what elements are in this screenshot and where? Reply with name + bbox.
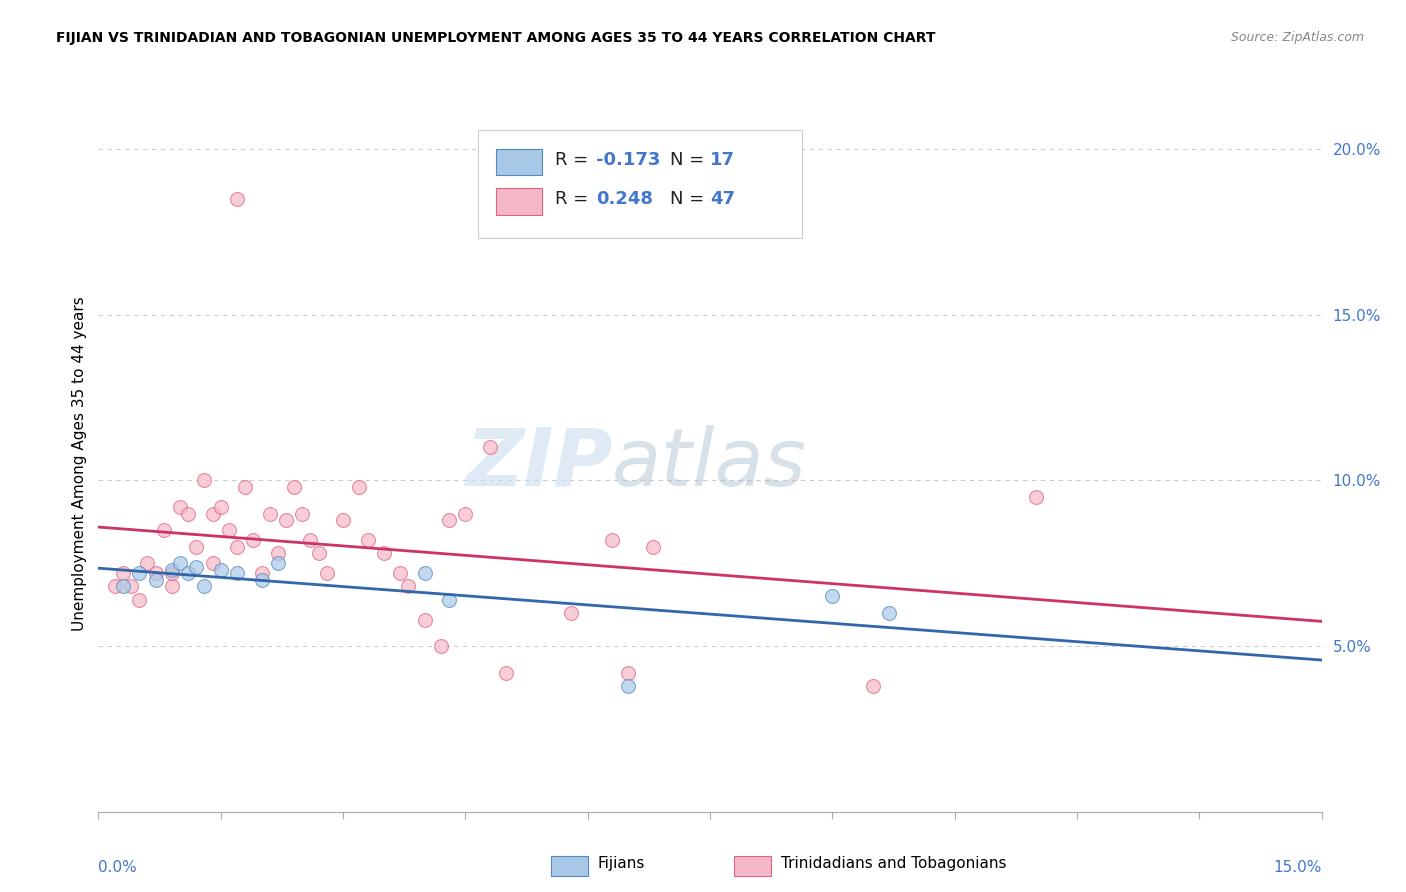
Point <box>430 639 453 653</box>
Point <box>111 579 134 593</box>
Point <box>308 546 330 560</box>
Point <box>862 679 884 693</box>
Point <box>349 480 371 494</box>
Point <box>413 566 436 581</box>
Point <box>226 566 249 581</box>
Point <box>274 513 297 527</box>
Point <box>299 533 322 547</box>
Text: atlas: atlas <box>612 425 807 503</box>
Text: N =: N = <box>669 191 710 209</box>
Text: 15.0%: 15.0% <box>1274 861 1322 875</box>
FancyBboxPatch shape <box>496 149 543 175</box>
Point <box>267 556 290 570</box>
Point <box>617 665 640 680</box>
Point <box>136 556 159 570</box>
Point <box>389 566 412 581</box>
Text: N =: N = <box>669 151 710 169</box>
Point <box>495 665 517 680</box>
Point <box>226 192 249 206</box>
Point <box>120 579 142 593</box>
Point <box>160 579 183 593</box>
Point <box>104 579 127 593</box>
Point <box>128 566 150 581</box>
Point <box>437 513 460 527</box>
Point <box>145 573 167 587</box>
Point <box>283 480 305 494</box>
Point <box>641 540 664 554</box>
Point <box>177 566 200 581</box>
Point <box>821 590 844 604</box>
Point <box>332 513 354 527</box>
Point <box>242 533 264 547</box>
Text: -0.173: -0.173 <box>596 151 661 169</box>
Point <box>560 606 582 620</box>
Point <box>879 606 901 620</box>
Point <box>373 546 395 560</box>
Text: FIJIAN VS TRINIDADIAN AND TOBAGONIAN UNEMPLOYMENT AMONG AGES 35 TO 44 YEARS CORR: FIJIAN VS TRINIDADIAN AND TOBAGONIAN UNE… <box>56 31 936 45</box>
Text: 17: 17 <box>710 151 735 169</box>
Point <box>201 556 224 570</box>
Point <box>152 523 174 537</box>
Text: 0.248: 0.248 <box>596 191 654 209</box>
Point <box>396 579 419 593</box>
Point <box>128 592 150 607</box>
Point <box>1025 490 1047 504</box>
Point <box>160 563 183 577</box>
Point <box>250 573 273 587</box>
Point <box>186 559 208 574</box>
Point <box>454 507 477 521</box>
Text: Trinidadians and Tobagonians: Trinidadians and Tobagonians <box>780 856 1007 871</box>
Point <box>226 540 249 554</box>
Point <box>193 579 215 593</box>
Point <box>267 546 290 560</box>
FancyBboxPatch shape <box>478 130 801 238</box>
Point <box>169 500 191 514</box>
Text: 47: 47 <box>710 191 735 209</box>
Point <box>169 556 191 570</box>
FancyBboxPatch shape <box>496 188 543 215</box>
Point <box>250 566 273 581</box>
Point <box>478 440 501 454</box>
Point <box>145 566 167 581</box>
FancyBboxPatch shape <box>551 855 588 877</box>
Point <box>356 533 378 547</box>
Point <box>160 566 183 581</box>
Point <box>201 507 224 521</box>
Point <box>437 592 460 607</box>
Point <box>600 533 623 547</box>
Point <box>209 500 232 514</box>
Point <box>413 613 436 627</box>
Y-axis label: Unemployment Among Ages 35 to 44 years: Unemployment Among Ages 35 to 44 years <box>72 296 87 632</box>
Text: Fijians: Fijians <box>598 856 645 871</box>
Point <box>186 540 208 554</box>
Text: 0.0%: 0.0% <box>98 861 138 875</box>
Point <box>177 507 200 521</box>
Text: Source: ZipAtlas.com: Source: ZipAtlas.com <box>1230 31 1364 45</box>
Text: R =: R = <box>555 191 593 209</box>
FancyBboxPatch shape <box>734 855 772 877</box>
Point <box>233 480 256 494</box>
Text: R =: R = <box>555 151 593 169</box>
Point <box>259 507 281 521</box>
Text: ZIP: ZIP <box>465 425 612 503</box>
Point <box>291 507 314 521</box>
Point <box>209 563 232 577</box>
Point <box>617 679 640 693</box>
Point <box>218 523 240 537</box>
Point <box>193 474 215 488</box>
Point <box>111 566 134 581</box>
Point <box>315 566 337 581</box>
